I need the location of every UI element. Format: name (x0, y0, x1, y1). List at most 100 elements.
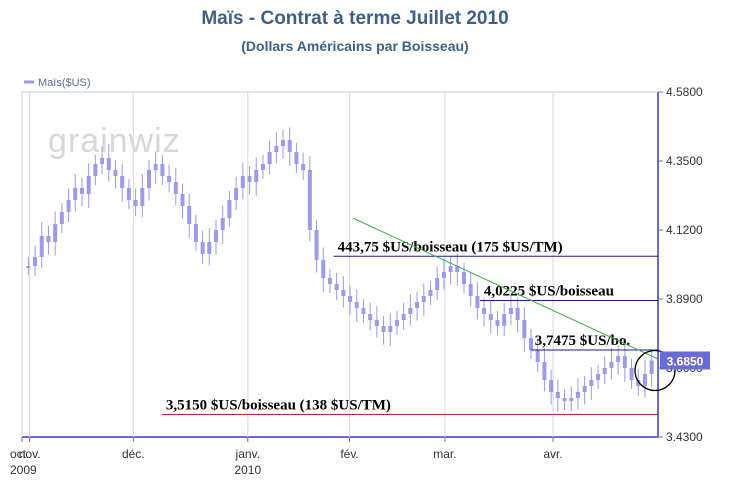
candle-body (368, 314, 373, 320)
candle-body (39, 236, 44, 257)
current-price-marker: 3.6850 (634, 349, 710, 392)
candle-body (321, 260, 326, 278)
candle-body (46, 236, 51, 242)
candle-body (307, 170, 312, 230)
price-level-label: 443,75 $US/boisseau (175 $US/TM) (338, 239, 563, 255)
candle-body (388, 326, 393, 332)
candle-body (33, 257, 38, 266)
candle-body (113, 170, 118, 176)
candle-body (100, 158, 105, 164)
y-tick-label: 4.5800 (666, 85, 703, 99)
candle-body (488, 314, 493, 320)
x-tick-label: oct. (10, 447, 29, 461)
candle-body (495, 320, 500, 326)
candle-body (636, 380, 641, 386)
candle-body (482, 308, 487, 314)
candle-body (589, 380, 594, 386)
candle-body (508, 308, 513, 314)
candle-body (200, 242, 205, 254)
candle-body (267, 152, 272, 164)
price-level-label: 4,0225 $US/boisseau (484, 284, 614, 300)
chart-subtitle: (Dollars Américains par Boisseau) (241, 38, 469, 54)
x-tick-sublabel: 2009 (10, 463, 37, 477)
highlight-circle (634, 349, 676, 392)
candle-body (187, 206, 192, 224)
candle-body (153, 164, 158, 170)
candle-body (461, 272, 466, 284)
candle-body (59, 212, 64, 224)
candle-body (361, 308, 366, 314)
candle-body (435, 278, 440, 290)
y-tick-label: 3.8900 (666, 292, 703, 306)
candle-body (448, 266, 453, 272)
candle-body (408, 308, 413, 314)
candle-body (120, 176, 125, 188)
candle-body (26, 266, 31, 268)
candle-body (455, 266, 460, 272)
candle-body (93, 164, 98, 176)
candle-body (421, 296, 426, 302)
candle-body (220, 218, 225, 230)
x-tick-label: mar. (433, 447, 456, 461)
candle-body (642, 374, 647, 386)
legend: Maïs($US) (24, 77, 91, 89)
candle-body (522, 320, 527, 338)
x-tick-sublabel: 2010 (234, 463, 261, 477)
candle-body (549, 380, 554, 392)
candle-body (348, 296, 353, 302)
x-axis: oct. 2009 nov. déc. janv. 2010 fév. mar. avr. (10, 92, 658, 477)
legend-label: Maïs($US) (38, 77, 91, 89)
candle-body (575, 392, 580, 398)
candle-body (502, 314, 507, 326)
candle-body (381, 326, 386, 332)
candle-body (415, 302, 420, 308)
candle-body (146, 170, 151, 188)
candle-body (468, 284, 473, 296)
candle-body (515, 308, 520, 320)
candle-body (354, 302, 359, 308)
y-tick-label: 3.4300 (666, 430, 703, 444)
candle-body (542, 362, 547, 380)
price-level-label: 3,7475 $US/bo. (535, 333, 631, 349)
candle-body (281, 140, 286, 146)
candle-body (254, 170, 259, 182)
candle-body (441, 272, 446, 278)
chart-title: Maïs - Contrat à terme Juillet 2010 (201, 8, 509, 29)
candle-body (53, 224, 58, 242)
last-price-label: 3.6850 (667, 355, 704, 369)
x-tick-label: fév. (340, 447, 358, 461)
candle-body (133, 200, 138, 206)
candle-body (475, 296, 480, 308)
candle-body (73, 188, 78, 200)
candle-body (401, 314, 406, 320)
candle-body (126, 188, 131, 200)
candle-body (334, 284, 339, 290)
candle-body (287, 140, 292, 152)
candle-body (569, 398, 574, 401)
candle-body (140, 188, 145, 206)
candle-body (173, 182, 178, 194)
candle-body (582, 386, 587, 392)
candle-body (649, 360, 654, 374)
candle-body (66, 200, 71, 212)
candle-body (79, 188, 84, 194)
candle-body (214, 230, 219, 242)
y-tick-label: 4.3500 (666, 154, 703, 168)
candle-body (260, 164, 265, 170)
trendline (352, 217, 659, 360)
candle-body (609, 362, 614, 368)
x-tick-label: nov. (19, 447, 41, 461)
candle-body (106, 158, 111, 170)
candle-body (428, 290, 433, 296)
price-level-label: 3,5150 $US/boisseau (138 $US/TM) (166, 398, 391, 414)
watermark: grainwiz (48, 122, 181, 160)
candle-body (167, 176, 172, 182)
candles (26, 127, 654, 412)
candle-body (535, 350, 540, 362)
x-tick-label: janv. (235, 447, 260, 461)
y-tick-label: 4.1200 (666, 223, 703, 237)
x-tick-label: déc. (122, 447, 145, 461)
candle-body (207, 242, 212, 254)
